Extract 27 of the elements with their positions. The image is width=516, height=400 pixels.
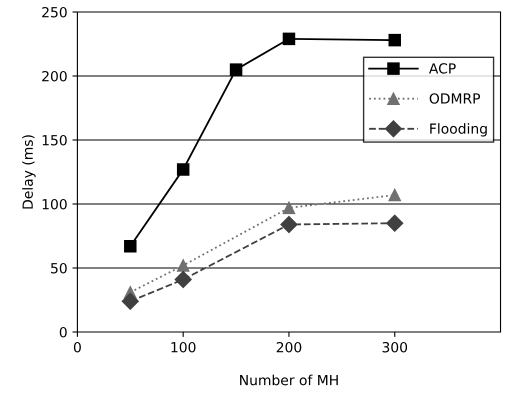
point bbox=[176, 259, 190, 272]
legend-label: Flooding bbox=[430, 123, 487, 137]
point bbox=[282, 32, 296, 46]
point bbox=[176, 163, 190, 176]
point bbox=[388, 188, 401, 202]
y-tick-label: 50 bbox=[51, 262, 67, 274]
point bbox=[388, 34, 401, 46]
x-tick-label: 300 bbox=[382, 342, 408, 352]
y-tick-label: 250 bbox=[42, 6, 67, 18]
y-axis-title: Delay (ms) bbox=[22, 135, 36, 209]
point bbox=[174, 270, 192, 288]
y-tick-label: 0 bbox=[60, 326, 67, 338]
point bbox=[122, 292, 139, 310]
y-tick-label: 200 bbox=[42, 70, 67, 82]
y-tick-label: 100 bbox=[42, 198, 67, 210]
point bbox=[124, 240, 137, 252]
point bbox=[282, 202, 296, 214]
x-tick-label: 200 bbox=[276, 342, 302, 352]
x-tick-label: 100 bbox=[171, 342, 196, 352]
point bbox=[280, 216, 298, 234]
x-tick-label: 0 bbox=[74, 342, 81, 352]
y-tick-label: 150 bbox=[42, 134, 67, 146]
x-axis-title: Number of MH bbox=[240, 374, 338, 386]
point bbox=[386, 214, 404, 232]
legend-label: ACP bbox=[428, 63, 456, 74]
point bbox=[230, 63, 242, 76]
legend-label: ODMRP bbox=[430, 93, 480, 104]
